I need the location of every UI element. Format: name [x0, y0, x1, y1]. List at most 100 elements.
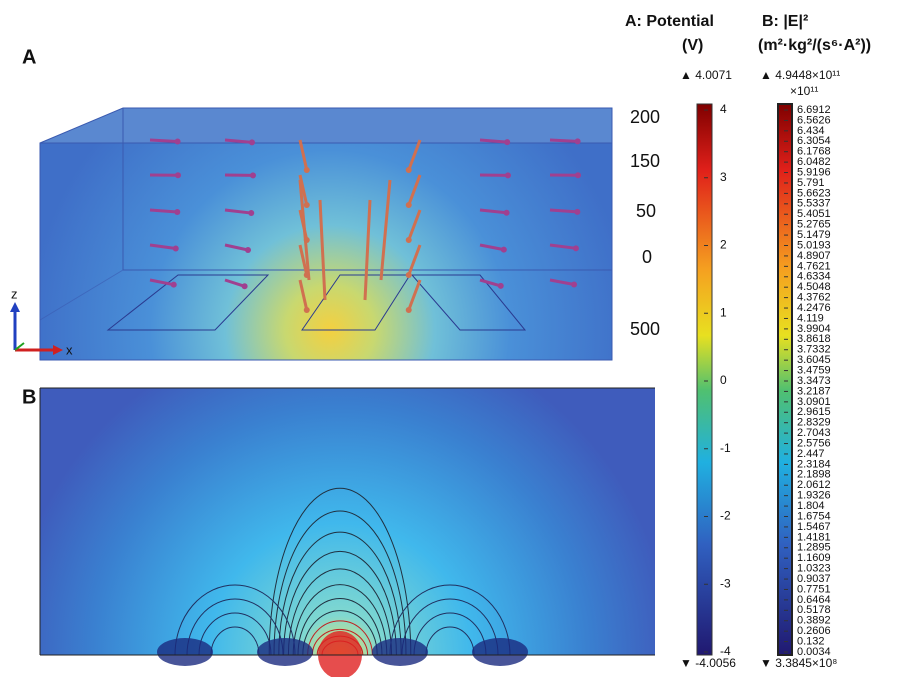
colorbar-tick-label: -1: [720, 441, 731, 455]
arrow-head: [248, 139, 255, 146]
colorbar-tick-label: 1.9326: [797, 490, 831, 502]
colorbar-tick-label: 6.434: [797, 125, 825, 137]
arrow-head: [249, 172, 256, 179]
electrode: [410, 274, 527, 331]
arrow-head: [504, 172, 511, 179]
contour: [198, 612, 272, 656]
dark-lobe: [372, 638, 428, 666]
arrow-head: [303, 307, 310, 313]
arrow-head: [405, 167, 412, 173]
contour: [278, 531, 402, 656]
contour: [401, 598, 499, 656]
colorbar-tick-label: 0: [720, 373, 727, 387]
colorbar-tick-label: 0.6464: [797, 594, 831, 606]
contour: [292, 584, 388, 656]
arrow: [407, 209, 422, 241]
dark-lobe: [257, 638, 313, 666]
contour: [273, 510, 407, 656]
arrow-head: [574, 208, 581, 215]
arrow-head: [497, 282, 504, 289]
colorbar-tick-label: 2: [720, 238, 727, 252]
contour: [287, 568, 393, 656]
arrow: [224, 243, 249, 252]
colorbar-tick-label: 3.0901: [797, 396, 831, 408]
arrow-head: [170, 281, 177, 288]
box-top: [39, 107, 613, 144]
arrow-head: [174, 172, 181, 179]
field-map: [40, 388, 655, 655]
arrow-head: [405, 237, 412, 243]
colorbar-tick-label: 2.447: [797, 448, 825, 460]
colorbar-tick-label: 6.6912: [797, 104, 831, 116]
colorbar-min: ▼ 3.3845×10⁸: [760, 656, 837, 670]
colorbar-tick-label: 2.5756: [797, 437, 831, 449]
colorbar-tick-label: 1.5467: [797, 521, 831, 533]
colorbar-unit: (V): [682, 37, 703, 54]
arrow-head: [572, 245, 579, 252]
contour: [174, 584, 296, 656]
contour: [302, 610, 378, 656]
colorbar-max: ▲ 4.9448×10¹¹: [760, 68, 840, 82]
colorbar-tick-label: 0.2606: [797, 625, 831, 637]
colorbar-tick-label: 2.8329: [797, 417, 831, 429]
arrow: [407, 139, 422, 171]
arrow: [149, 138, 178, 143]
arrow-head: [405, 307, 412, 313]
contour: [311, 628, 369, 656]
colorbar-tick-label: 4.5048: [797, 281, 831, 293]
colorbar-tick-label: 2.3184: [797, 458, 831, 470]
arrow-head: [174, 138, 181, 145]
arrow: [224, 278, 246, 288]
colorbar-tick-label: 3.2187: [797, 385, 831, 397]
colorbar-title: A: Potential: [625, 13, 714, 30]
colorbar-tick-label: 1.2895: [797, 542, 831, 554]
colorbar-unit: (m²·kg²/(s⁶·A²)): [758, 37, 871, 54]
contour: [307, 620, 373, 656]
axis-x-head: [53, 345, 63, 355]
colorbar-tick-label: 4.6334: [797, 271, 831, 283]
arrow-head: [405, 202, 412, 208]
axis-label: z: [11, 286, 18, 301]
contour: [210, 626, 260, 656]
colorbar-tick-label: 5.791: [797, 177, 825, 189]
arrow: [298, 244, 309, 276]
arrow: [379, 179, 392, 281]
depth-label: 200: [630, 107, 660, 127]
colorbar-tick-label: 5.2765: [797, 219, 831, 231]
contour: [186, 598, 284, 656]
colorbar-tick-label: 0.9037: [797, 573, 831, 585]
arrow: [479, 138, 508, 144]
arrow: [407, 244, 422, 276]
colorbar-tick-label: 5.0193: [797, 239, 831, 251]
arrow: [149, 278, 175, 287]
colorbar-tick-label: 4.7621: [797, 260, 831, 272]
arrow-head: [503, 209, 510, 216]
arrow: [318, 199, 327, 301]
axis-z-head: [10, 302, 20, 312]
depth-label: 500: [630, 319, 660, 339]
electrode: [106, 274, 270, 331]
colorbar-tick-label: 6.3054: [797, 135, 831, 147]
contour: [389, 584, 511, 656]
arrow-head: [574, 172, 581, 179]
arrow: [479, 278, 502, 288]
colorbar-tick-label: 1.1609: [797, 552, 831, 564]
axis-y: [14, 342, 25, 351]
colorbar-tick-label: 5.9196: [797, 166, 831, 178]
colorbar-tick-label: 4: [720, 102, 727, 116]
arrow-head: [571, 281, 578, 288]
arrow: [298, 279, 309, 311]
arrow: [224, 138, 253, 144]
contour: [268, 487, 412, 656]
arrow: [549, 208, 578, 214]
colorbar-tick-label: 1.4181: [797, 531, 831, 543]
colorbar-tick-label: 6.0482: [797, 156, 831, 168]
colorbar-tick-label: 0.5178: [797, 604, 831, 616]
colorbar-tick-label: -4: [720, 644, 731, 658]
panel-label: A: [22, 46, 36, 68]
colorbar-tick-label: 1.0323: [797, 563, 831, 575]
arrow-head: [405, 272, 412, 278]
colorbar-tick-label: 4.8907: [797, 250, 831, 262]
